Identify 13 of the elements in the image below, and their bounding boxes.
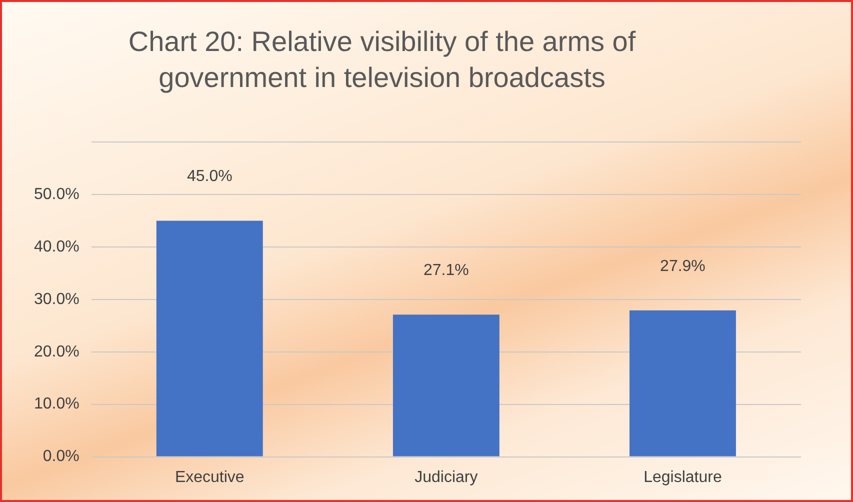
y-tick-label: 20.0% [34,343,80,360]
chart-title: Chart 20: Relative visibility of the arms of government in television broadcasts [127,25,637,95]
x-tick-label: Judiciary [414,468,478,486]
x-tick-label: Executive [174,468,244,486]
y-tick-label: 10.0% [34,396,80,413]
y-tick-label: 40.0% [34,238,80,256]
data-label: 27.1% [423,262,469,280]
data-label: 45.0% [186,168,232,186]
y-tick-label: 0.0% [42,448,80,466]
y-tick-label: 50.0% [34,186,80,203]
x-tick-label: Legislature [644,468,722,486]
y-tick-label: 30.0% [34,290,80,308]
data-label: 27.9% [660,258,706,275]
